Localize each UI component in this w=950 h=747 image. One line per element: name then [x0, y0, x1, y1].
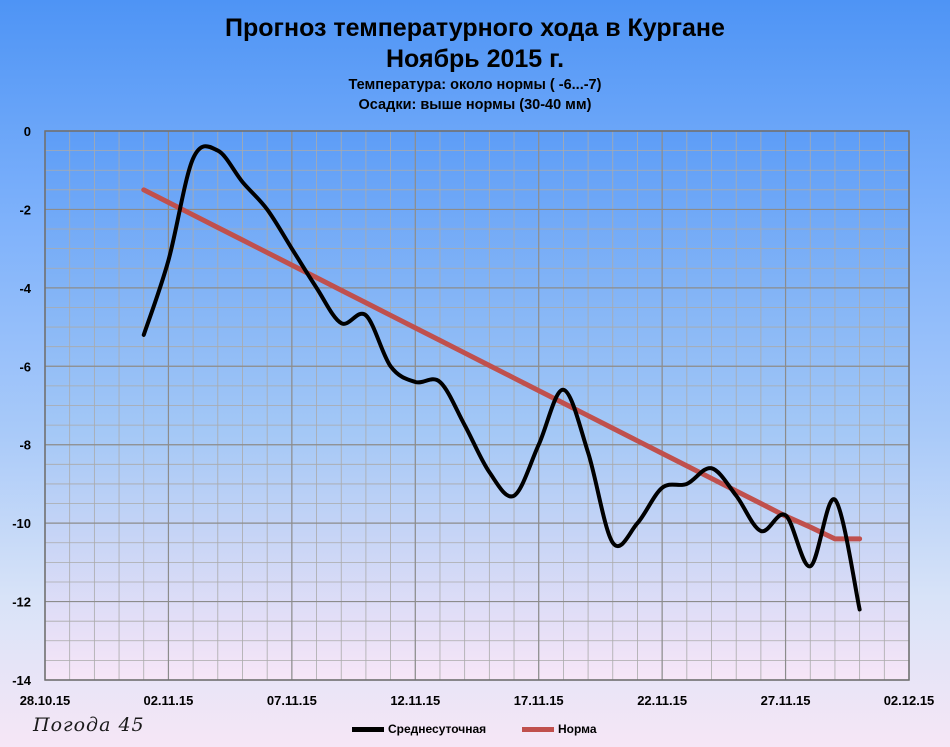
legend-swatch-series-1 — [522, 726, 554, 732]
x-tick-label: 02.11.15 — [143, 693, 193, 708]
y-tick-label: -10 — [12, 516, 31, 531]
x-tick-label: 27.11.15 — [761, 693, 811, 708]
legend-label-series-1: Норма — [558, 722, 597, 736]
legend-item-series-1: Норма — [522, 722, 597, 736]
chart-title: Прогноз температурного хода в Кургане — [225, 14, 725, 42]
plot-border — [44, 130, 910, 681]
x-tick-label: 28.10.15 — [20, 693, 71, 708]
x-tick-label: 12.11.15 — [390, 693, 440, 708]
series-line-norm — [141, 187, 863, 542]
legend-item-series-0: Среднесуточная — [352, 722, 486, 736]
legend-label-series-0: Среднесуточная — [388, 722, 487, 736]
y-tick-label: -8 — [19, 438, 31, 453]
x-tick-label: 02.12.15 — [884, 693, 935, 708]
x-tick-label: 07.11.15 — [267, 693, 317, 708]
series-line-daily-average — [141, 144, 862, 612]
chart-subtitle-precipitation: Осадки: выше нормы (30-40 мм) — [358, 97, 592, 113]
y-tick-label: -4 — [19, 281, 31, 296]
chart-title-line2: Ноябрь 2015 г. — [385, 45, 565, 73]
x-tick-label: 17.11.15 — [514, 693, 564, 708]
legend-swatch-series-0 — [352, 726, 384, 732]
y-tick-label: -14 — [12, 673, 32, 688]
y-tick-label: -6 — [19, 359, 31, 374]
y-tick-label: -12 — [12, 595, 31, 610]
y-tick-label: 0 — [24, 124, 31, 139]
x-tick-label: 22.11.15 — [637, 693, 687, 708]
y-tick-label: -2 — [19, 202, 31, 217]
chart-subtitle-temperature: Температура: около нормы ( -6...-7) — [348, 77, 602, 93]
watermark: Погода 45 — [33, 714, 145, 736]
